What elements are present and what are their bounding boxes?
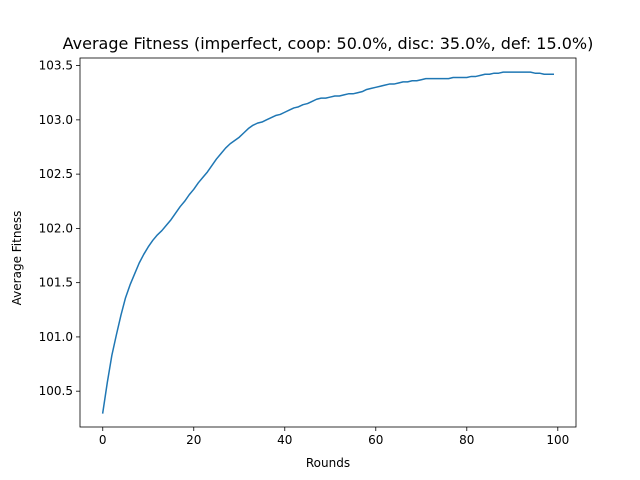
y-axis-label: Average Fitness — [10, 211, 24, 306]
y-tick-label: 102.0 — [39, 221, 73, 235]
series-line-0 — [101, 71, 554, 414]
x-tick-label: 20 — [186, 433, 201, 447]
x-tick-label: 60 — [368, 433, 383, 447]
plot-area: 0 20 40 60 80 100 100.5 101.0 101.5 102.0 102.5 103… — [39, 57, 577, 447]
x-axis-label: Rounds — [306, 456, 350, 470]
y-tick-label: 102.5 — [39, 167, 73, 181]
axes-frame — [79, 57, 577, 428]
x-tick-label: 40 — [277, 433, 292, 447]
y-tick-label: 101.5 — [39, 276, 73, 290]
y-tick-label: 103.0 — [39, 113, 73, 127]
x-tick-label: 100 — [546, 433, 569, 447]
chart-title: Average Fitness (imperfect, coop: 50.0%,… — [63, 34, 594, 53]
y-tick-label: 101.0 — [39, 330, 73, 344]
y-tick-label: 100.5 — [39, 384, 73, 398]
x-tick-label: 80 — [459, 433, 474, 447]
x-tick-label: 0 — [99, 433, 107, 447]
y-tick-label: 103.5 — [39, 59, 73, 73]
